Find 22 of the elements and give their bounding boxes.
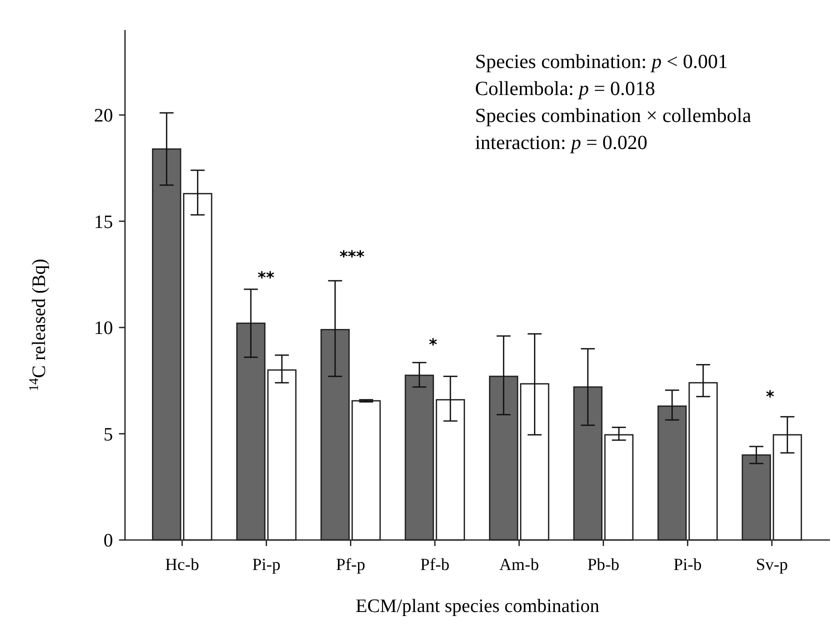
y-tick-label: 0 bbox=[104, 530, 113, 552]
y-tick-label: 10 bbox=[94, 318, 113, 340]
annotation: * bbox=[766, 387, 775, 406]
annotation: Species combination × collembola bbox=[475, 105, 752, 127]
x-tick-label: Am-b bbox=[499, 555, 539, 574]
x-tick-label: Pf-b bbox=[420, 555, 450, 574]
annotation: interaction: p = 0.020 bbox=[475, 132, 648, 154]
x-tick-label: Pb-b bbox=[587, 555, 620, 574]
x-tick-label: Pi-b bbox=[673, 555, 702, 574]
x-tick-label: Pi-p bbox=[252, 555, 281, 574]
annotation: * bbox=[428, 335, 438, 354]
annotation: *** bbox=[339, 247, 366, 266]
y-tick-label: 15 bbox=[94, 212, 113, 233]
x-axis-title: ECM/plant species combination bbox=[356, 596, 600, 617]
y-tick-label: 20 bbox=[94, 106, 113, 127]
annotation: ** bbox=[258, 268, 275, 287]
y-tick-label: 5 bbox=[104, 424, 113, 446]
x-tick-label: Hc-b bbox=[165, 555, 200, 574]
annotation: Species combination: p < 0.001 bbox=[475, 51, 728, 73]
annotation: Collembola: p = 0.018 bbox=[475, 78, 656, 100]
x-tick-label: Sv-p bbox=[756, 555, 788, 574]
x-tick-label: Pf-p bbox=[336, 555, 366, 574]
